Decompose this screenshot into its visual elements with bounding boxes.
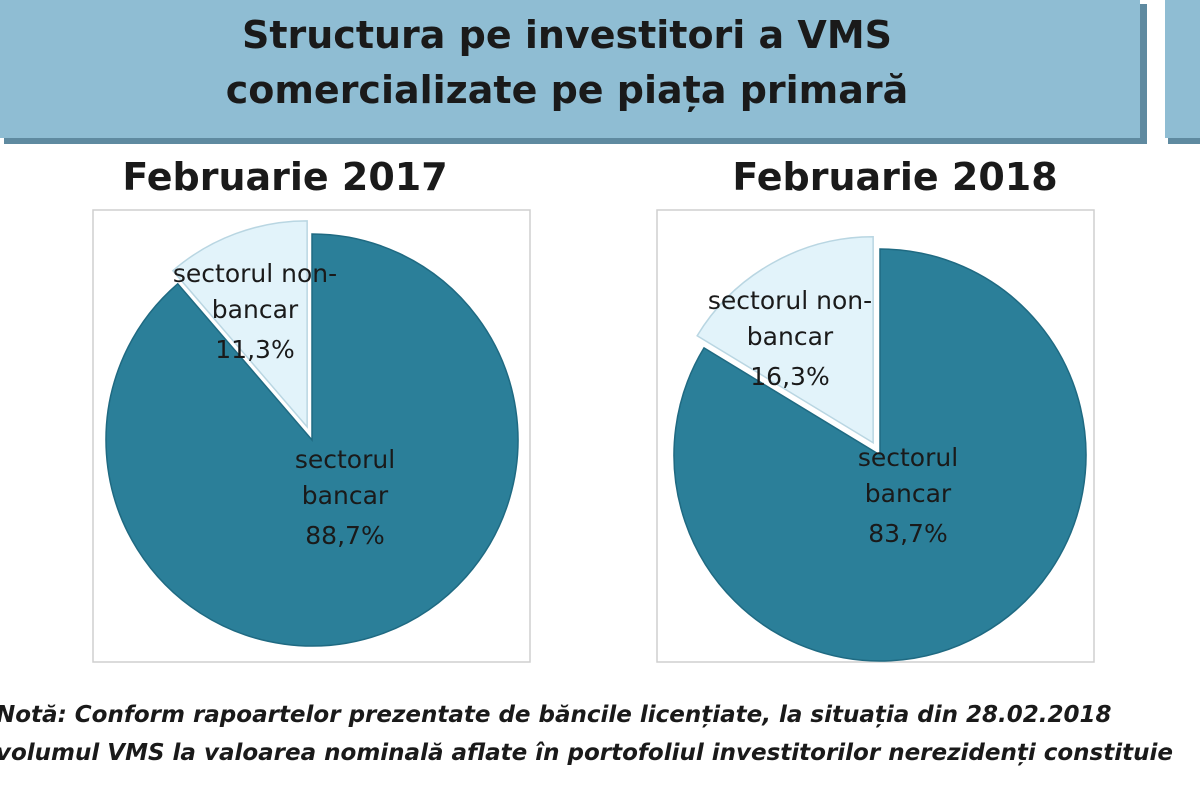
slice-value-label: 16,3%	[750, 362, 830, 391]
pie-slice	[673, 248, 1087, 662]
title-banner	[0, 0, 1140, 138]
pie-slice	[696, 236, 874, 445]
pie-slice	[171, 220, 308, 429]
pie-slice	[105, 233, 519, 647]
slice-value-label: 11,3%	[215, 335, 295, 364]
chart-title: Februarie 2017	[122, 155, 447, 199]
title-line: Structura pe investitori a VMS	[242, 13, 892, 57]
slice-label: sectorul bancar	[857, 443, 959, 508]
side-banner	[1165, 0, 1200, 138]
note-line: volumul VMS la valoarea nominală aflate …	[0, 740, 1173, 766]
chart-title: Februarie 2018	[732, 155, 1057, 199]
slice-label: sectorul non-bancar	[707, 286, 873, 351]
slice-value-label: 83,7%	[868, 519, 948, 548]
slice-label: sectorul bancar	[294, 445, 396, 510]
note-line: Notă: Conform rapoartelor prezentate de …	[0, 702, 1112, 728]
slice-label: sectorul non-bancar	[172, 259, 338, 324]
title-line: comercializate pe piața primară	[226, 68, 909, 112]
slice-value-label: 88,7%	[305, 521, 385, 550]
